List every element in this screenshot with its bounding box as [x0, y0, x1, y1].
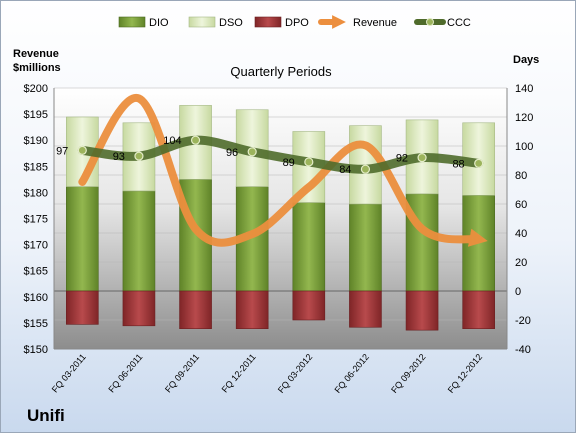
dio-bar [122, 190, 156, 292]
ccc-data-label: 89 [283, 157, 295, 169]
dpo-bar [122, 290, 156, 327]
right-axis-tick-label: 100 [515, 141, 533, 153]
legend-label-dso: DSO [219, 17, 243, 29]
right-axis-tick-label: 140 [515, 83, 533, 95]
ccc-data-label: 96 [226, 147, 238, 159]
ccc-line [77, 135, 484, 174]
ccc-point [134, 151, 144, 161]
right-axis-label: Days [513, 54, 539, 66]
ccc-point [360, 164, 371, 174]
ccc-point [417, 153, 427, 163]
ccc-data-label: 97 [56, 145, 68, 157]
dpo-bar [292, 290, 326, 321]
ccc-data-label: 92 [396, 153, 408, 165]
dio-bar [292, 202, 326, 292]
chart-title: Quarterly Periods [230, 64, 332, 79]
right-axis-tick-label: 120 [515, 112, 533, 124]
ccc-point [474, 158, 484, 168]
revenue-line [78, 94, 488, 247]
category-tick-label: FQ 09-2011 [163, 352, 201, 395]
left-axis-tick-label: $160 [24, 292, 48, 304]
dpo-bar [462, 290, 495, 330]
left-axis-label-line-1: Revenue [13, 48, 59, 60]
ccc-data-label: 88 [452, 158, 464, 170]
dio-bar [349, 203, 382, 292]
left-axis-tick-label: $185 [24, 161, 48, 173]
category-tick-label: FQ 03-2011 [50, 352, 88, 395]
company-name: Unifi [27, 406, 65, 425]
lines: 97 93 104 96 89 84 92 88 [56, 94, 488, 247]
left-axis-tick-label: $155 [24, 318, 48, 330]
legend-swatch-dpo [254, 16, 282, 28]
left-axis-label-line-2: $millions [13, 62, 61, 74]
right-axis-tick-label: 20 [515, 257, 527, 269]
left-axis-tick-label: $165 [24, 266, 48, 278]
legend: DIO DSO DPO Revenue CCC [118, 15, 471, 29]
ccc-data-label: 93 [113, 151, 125, 163]
category-tick-label: FQ 06-2011 [106, 352, 144, 395]
right-axis-tick-label: 80 [515, 170, 527, 182]
right-axis-tick-label: -20 [515, 315, 531, 327]
ccc-data-label: 104 [163, 135, 181, 147]
right-axis-tick-label: -40 [515, 344, 531, 356]
legend-swatch-dio [118, 16, 146, 28]
category-tick-label: FQ 12-2011 [220, 352, 258, 395]
legend-label-dpo: DPO [285, 17, 309, 29]
legend-label-dio: DIO [149, 17, 169, 29]
left-axis-tick-label: $170 [24, 240, 48, 252]
category-tick-label: FQ 06-2012 [332, 352, 371, 395]
legend-swatch-dso [188, 16, 216, 28]
dpo-bar [179, 290, 212, 330]
category-tick-label: FQ 03-2012 [276, 352, 315, 395]
left-axis-tick-label: $175 [24, 214, 48, 226]
dpo-bar [66, 290, 99, 325]
left-axis-tick-label: $195 [24, 109, 48, 121]
dpo-bar [405, 290, 439, 331]
right-axis-tick-label: 0 [515, 286, 521, 298]
left-axis-tick-label: $190 [24, 135, 48, 147]
right-axis-tick-label: 60 [515, 199, 527, 211]
left-axis-tick-label: $180 [24, 187, 48, 199]
ccc-point [77, 145, 87, 155]
right-axis-tick-label: 40 [515, 228, 527, 240]
ccc-data-label: 84 [339, 164, 351, 176]
legend-label-ccc: CCC [447, 17, 471, 29]
category-tick-label: FQ 12-2012 [446, 352, 485, 395]
ccc-point [247, 147, 257, 157]
legend-swatch-ccc-marker [426, 18, 434, 26]
dpo-bar [235, 290, 269, 330]
dpo-bar [349, 290, 382, 328]
legend-label-revenue: Revenue [353, 17, 397, 29]
left-axis-tick-label: $150 [24, 344, 48, 356]
category-tick-label: FQ 09-2012 [389, 352, 428, 395]
ccc-point [190, 135, 201, 145]
ccc-point [304, 157, 314, 167]
left-axis-tick-label: $200 [24, 83, 48, 95]
dio-bar [66, 186, 99, 292]
